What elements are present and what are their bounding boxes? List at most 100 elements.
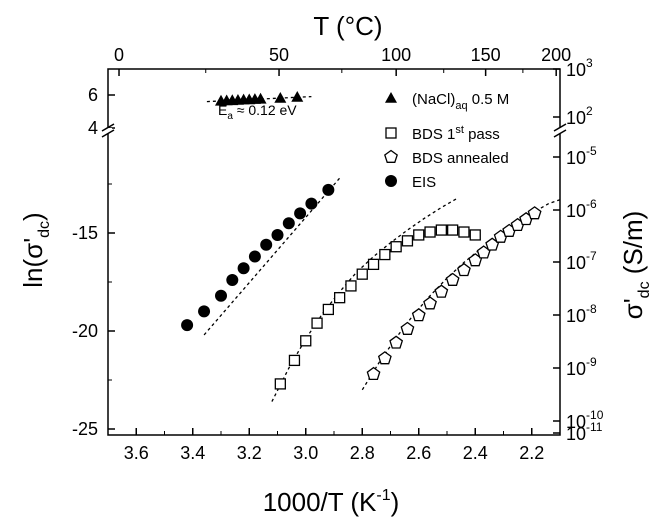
right-tick-label: 10-5 [566,144,597,168]
plot-frame [107,68,561,436]
legend: (NaCl)aq 0.5 M BDS 1st pass BDS annealed… [384,91,509,191]
legend-label-nacl-end: 0.5 M [468,91,510,108]
right-tick-exp: -10 [586,408,604,422]
legend-circle-marker [385,175,397,187]
right-axis-title-sub: dc [636,281,653,298]
plot-border [107,68,561,436]
right-tick-base: 10 [566,148,586,168]
x-tick-label: 3.2 [237,443,262,463]
square-point [300,335,312,347]
y-axis-title-end: ) [18,212,48,221]
circle-point [226,274,239,287]
legend-label-bds-end: pass [464,126,500,143]
fit-line [203,177,341,336]
x-tick-label: 2.2 [519,443,544,463]
legend-label-bds-first-pass: BDS 1st pass [412,124,500,143]
annotation-end: ≈ 0.12 eV [233,102,297,118]
circle-point [248,250,261,263]
pentagon-point [445,272,460,286]
right-tick-exp: 3 [586,56,593,70]
axis-break-mark [101,129,115,138]
square-point [458,226,470,238]
square-point [390,241,402,253]
y-axis-title: ln(σ'dc) [18,212,53,287]
triangle-point [291,90,304,102]
right-tick-exp: -6 [586,197,597,211]
x-axis-title-main: 1000/T (K [263,487,377,517]
x-tick-label: 2.8 [350,443,375,463]
pentagon-point [434,284,449,298]
circle-point [260,238,273,251]
square-point [424,226,436,238]
pentagon-point [389,335,404,349]
right-axis-title-main: σ' [618,298,648,319]
x-tick-label: 3.4 [180,443,205,463]
right-tick-label: 10-8 [566,302,597,326]
right-tick-base: 10 [566,412,586,432]
triangle-point [274,91,287,103]
right-tick-label: 10-10 [566,408,604,432]
annotation-main: E [218,102,227,118]
axis-break-mark [553,129,567,138]
top-tick-label: 50 [269,45,289,65]
y-upper-tick-label: 6 [88,85,98,105]
right-tick-base: 10 [566,108,586,128]
data-points [181,90,542,390]
legend-label-bds-sup: st [455,124,464,136]
annotation-sub: a [227,111,233,122]
square-point [379,248,391,261]
right-tick-exp: -9 [586,355,597,369]
pentagon-point [411,307,426,322]
square-point [435,224,448,236]
circle-point [322,183,335,196]
right-tick-exp: -11 [586,420,603,434]
right-tick-label: 10-11 [566,420,603,444]
right-tick-base: 10 [566,253,586,273]
x-axis-title-sup: -1 [376,487,390,504]
square-point [446,224,459,236]
activation-energy-annotation: Ea ≈ 0.12 eV [218,102,297,122]
right-tick-label: 10-7 [566,249,597,273]
circle-point [198,305,211,318]
legend-marker-square [385,127,397,139]
pentagon-point [377,351,392,365]
top-tick-label: 150 [471,45,501,65]
square-point [413,229,425,241]
tick-layer: 3.6 3.4 3.2 3.0 2.8 2.6 2.4 2.2 0 50 100 150 200 -15 -… [72,45,604,463]
legend-marker-pentagon [384,149,398,163]
right-tick-base: 10 [566,201,586,221]
axis-break-mark [101,123,115,132]
y-upper-tick-label: 4 [88,118,98,138]
right-tick-base: 10 [566,306,586,326]
circle-point [294,207,307,220]
y-tick-label: -25 [72,419,98,439]
axis-break-gap [104,128,112,134]
pentagon-point [400,321,415,335]
x-tick-label: 3.6 [124,443,149,463]
square-point [356,268,368,280]
circle-point [181,319,194,332]
legend-label-bds-main: BDS 1 [412,126,455,143]
y-axis-title-sub: dc [36,221,53,238]
top-tick-label: 0 [114,45,124,65]
circle-point [271,228,284,241]
legend-item-nacl: (NaCl)aq 0.5 M [385,91,509,112]
right-tick-label: 10-9 [566,355,597,379]
x-axis-title-end: ) [391,487,400,517]
right-tick-exp: 2 [586,104,593,118]
square-point [367,258,380,271]
x-tick-label: 2.6 [406,443,431,463]
circle-point [305,197,318,210]
legend-item-eis: EIS [385,174,436,191]
square-point [401,235,414,247]
legend-marker-circle [385,175,397,187]
legend-marker-triangle [385,92,397,103]
y-tick-label: -20 [72,321,98,341]
top-axis-title: T (°C) [313,11,382,41]
right-tick-base: 10 [566,60,586,80]
legend-label-bds-annealed: BDS annealed [412,150,509,167]
square-point [322,303,335,316]
legend-label-nacl-main: (NaCl) [412,91,455,108]
legend-label-nacl-sub: aq [455,100,467,112]
square-point [288,354,301,367]
